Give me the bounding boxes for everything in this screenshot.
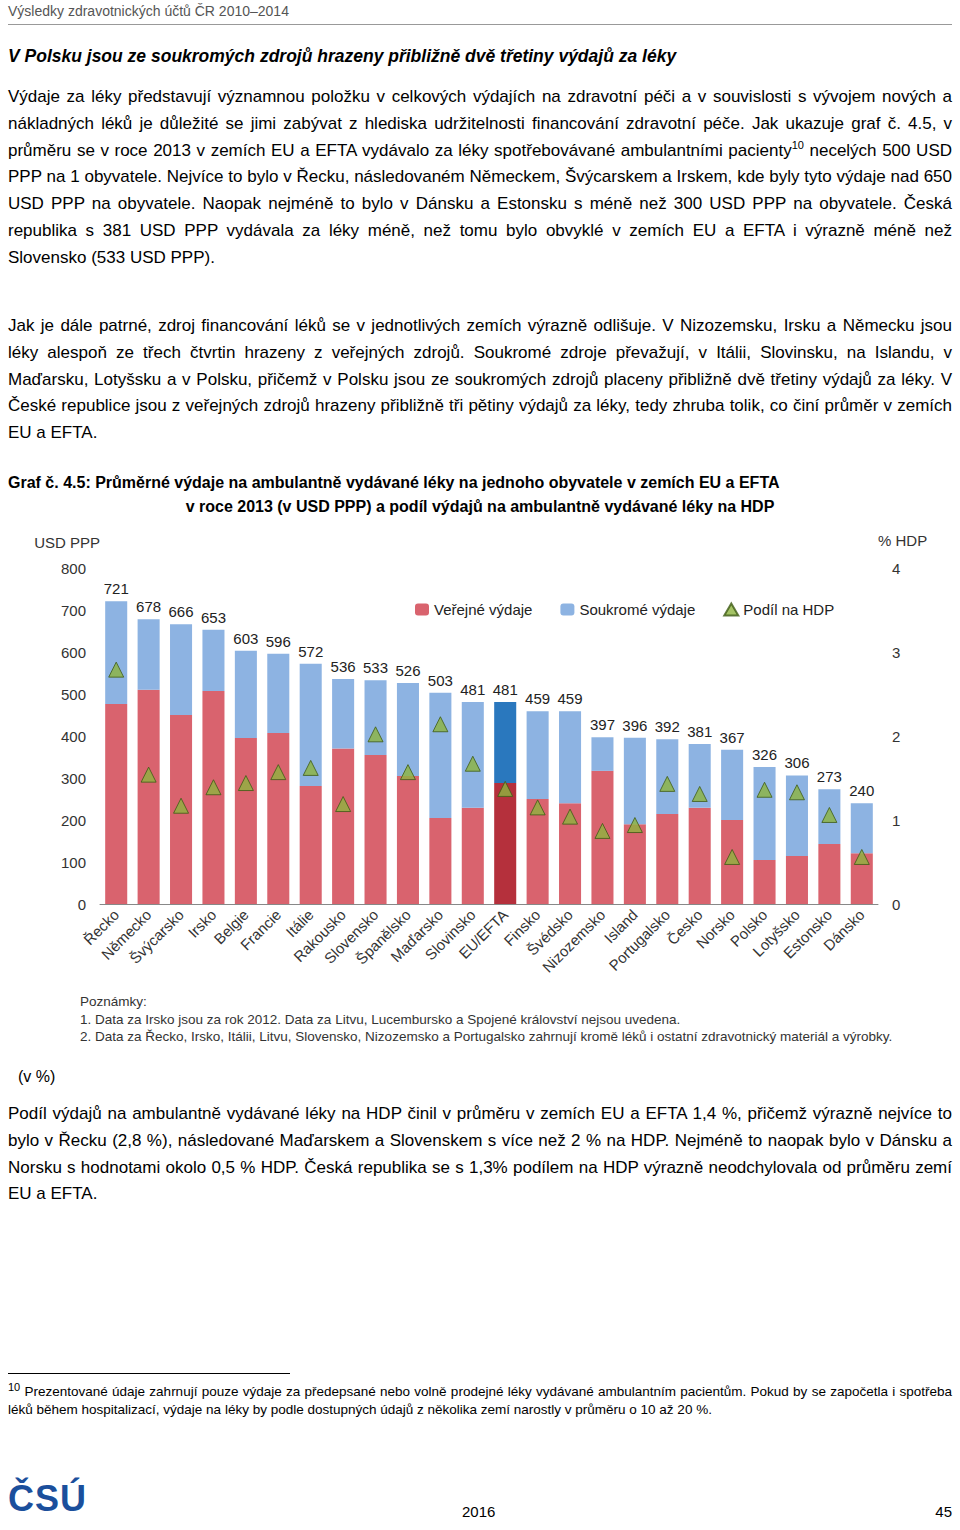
svg-text:273: 273: [817, 768, 842, 785]
svg-text:Veřejné výdaje: Veřejné výdaje: [434, 601, 532, 618]
svg-text:Soukromé výdaje: Soukromé výdaje: [579, 601, 695, 618]
svg-text:2: 2: [892, 728, 900, 745]
html-text:(v %): (v %): [18, 1068, 56, 1085]
svg-text:500: 500: [61, 686, 86, 703]
svg-text:381: 381: [687, 723, 712, 740]
svg-text:459: 459: [558, 690, 583, 707]
svg-text:0: 0: [892, 896, 900, 913]
svg-text:Maďarsko: Maďarsko: [387, 906, 447, 966]
html-text:2016: 2016: [462, 1503, 496, 1520]
svg-text:536: 536: [331, 658, 356, 675]
svg-text:396: 396: [622, 717, 647, 734]
svg-text:503: 503: [428, 672, 453, 689]
svg-text:200: 200: [61, 812, 86, 829]
svg-text:Švédsko: Švédsko: [523, 906, 577, 959]
svg-text:100: 100: [61, 854, 86, 871]
html-text:2. Data za Řecko, Irsko, Itáli: 2. Data za Řecko, Irsko, Itálii, Litvu, …: [80, 1029, 893, 1044]
html-text:v roce 2013 (v USD PPP) a podí: v roce 2013 (v USD PPP) a podíl výdajů n…: [185, 498, 775, 515]
svg-text:Francie: Francie: [237, 906, 284, 953]
svg-text:0: 0: [78, 896, 86, 913]
html-text:Podíl výdajů na ambulantně vyd: Podíl výdajů na ambulantně vydávané léky…: [8, 1104, 952, 1204]
svg-text:572: 572: [298, 643, 323, 660]
svg-text:Irsko: Irsko: [184, 906, 220, 941]
html-text:Výdaje za léky představují výz: Výdaje za léky představují významnou pol…: [8, 87, 952, 267]
svg-text:400: 400: [61, 728, 86, 745]
svg-text:Slovinsko: Slovinsko: [421, 906, 479, 964]
svg-text:Španělsko: Španělsko: [352, 906, 414, 968]
html-text:ČSÚ: ČSÚ: [8, 1478, 87, 1519]
svg-text:700: 700: [61, 602, 86, 619]
html-text:Jak je dále patrné, zdroj fina: Jak je dále patrné, zdroj financování lé…: [8, 316, 952, 443]
svg-text:Estonsko: Estonsko: [779, 906, 836, 962]
svg-text:Řecko: Řecko: [80, 906, 123, 949]
svg-text:Norsko: Norsko: [693, 906, 739, 952]
svg-text:800: 800: [61, 560, 86, 577]
svg-text:EU/EFTA: EU/EFTA: [455, 906, 512, 962]
svg-text:1: 1: [892, 812, 900, 829]
svg-text:397: 397: [590, 716, 615, 733]
svg-text:Polsko: Polsko: [726, 906, 771, 950]
svg-text:Německo: Německo: [97, 906, 155, 963]
svg-text:678: 678: [136, 598, 161, 615]
svg-text:Česko: Česko: [663, 906, 706, 949]
svg-text:% HDP: % HDP: [878, 532, 927, 549]
svg-text:Slovensko: Slovensko: [320, 906, 382, 967]
svg-text:526: 526: [395, 662, 420, 679]
svg-text:481: 481: [493, 681, 518, 698]
svg-text:Island: Island: [600, 906, 641, 947]
svg-text:666: 666: [169, 603, 194, 620]
svg-text:481: 481: [460, 681, 485, 698]
svg-text:Itálie: Itálie: [282, 906, 317, 941]
svg-text:300: 300: [61, 770, 86, 787]
svg-text:4: 4: [892, 560, 900, 577]
svg-text:240: 240: [849, 782, 874, 799]
svg-text:306: 306: [784, 754, 809, 771]
html-text:Graf č. 4.5: Průměrné výdaje n: Graf č. 4.5: Průměrné výdaje na ambulant…: [8, 474, 780, 491]
svg-text:Dánsko: Dánsko: [820, 906, 868, 954]
svg-text:Podíl na HDP: Podíl na HDP: [743, 601, 834, 618]
svg-text:596: 596: [266, 633, 291, 650]
html-text:Poznámky:: Poznámky:: [80, 994, 147, 1009]
svg-text:Portugalsko: Portugalsko: [605, 906, 673, 974]
svg-text:3: 3: [892, 644, 900, 661]
html-text:V Polsku jsou ze soukromých zd: V Polsku jsou ze soukromých zdrojů hraze…: [8, 46, 677, 66]
svg-text:600: 600: [61, 644, 86, 661]
html-text:45: 45: [935, 1503, 952, 1520]
svg-text:Belgie: Belgie: [210, 906, 252, 948]
svg-text:533: 533: [363, 659, 388, 676]
svg-text:USD PPP: USD PPP: [34, 534, 100, 551]
svg-text:Rakousko: Rakousko: [290, 906, 350, 966]
svg-text:392: 392: [655, 718, 680, 735]
html-text:1. Data za Irsko jsou za rok 2: 1. Data za Irsko jsou za rok 2012. Data …: [80, 1011, 681, 1027]
svg-text:367: 367: [720, 729, 745, 746]
svg-text:Lotyšsko: Lotyšsko: [749, 906, 803, 960]
html-text:10Prezentované údaje zahrnují: 10Prezentované údaje zahrnují pouze výda…: [8, 1380, 952, 1417]
svg-text:Nizozemsko: Nizozemsko: [539, 906, 609, 976]
svg-text:653: 653: [201, 609, 226, 626]
svg-text:459: 459: [525, 690, 550, 707]
svg-text:603: 603: [233, 630, 258, 647]
svg-text:Švýcarsko: Švýcarsko: [126, 906, 187, 967]
svg-text:721: 721: [104, 580, 129, 597]
html-text:Výsledky zdravotnických účtů Č: Výsledky zdravotnických účtů ČR 2010–201…: [8, 3, 289, 19]
svg-text:Finsko: Finsko: [500, 906, 544, 950]
svg-text:326: 326: [752, 746, 777, 763]
